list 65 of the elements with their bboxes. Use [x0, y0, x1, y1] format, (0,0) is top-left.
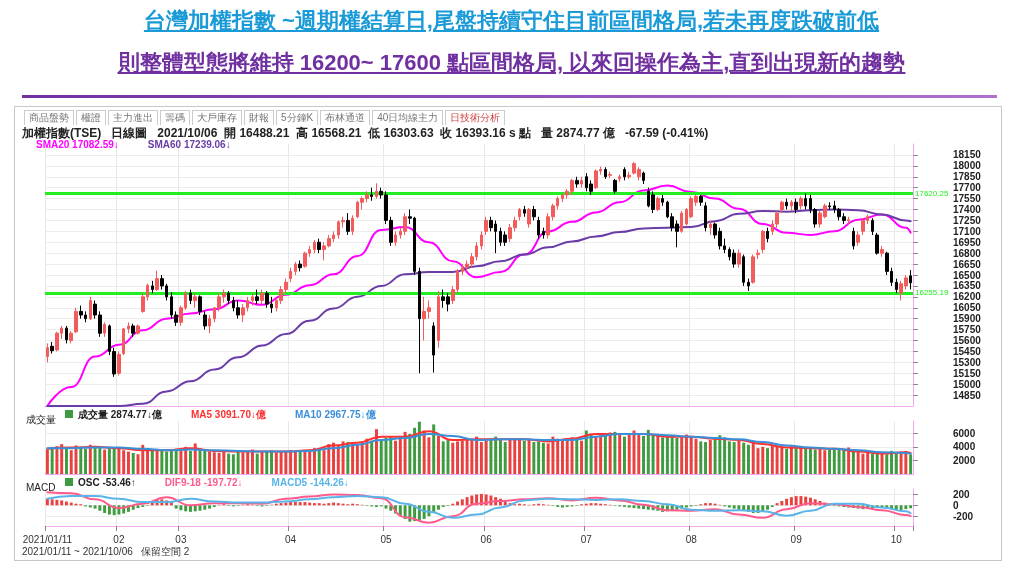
y-tick-label: 16650 — [953, 258, 982, 270]
y-tick-label: 200 — [953, 488, 971, 500]
y-tick-label: 17550 — [953, 193, 982, 205]
ref-line-label: 17620.25 — [915, 188, 949, 198]
text: SMA60 17239.06↓ — [147, 138, 231, 150]
x-tick-label: 04 — [285, 533, 297, 545]
text: 籌碼 — [160, 110, 190, 125]
y-tick-label: 16950 — [953, 236, 982, 248]
series-label: DIF9-18 -197.72↓ — [164, 476, 243, 488]
legend-label: OSC -53.46↑ — [78, 476, 136, 488]
text: 商品盤勢 — [24, 110, 74, 125]
chart-subtitle: 則整體型態將維持 16200~ 17600 點區間格局, 以來回操作為主,直到出現新的趨勢 — [116, 49, 907, 77]
legend-label: 成交量 2874.77↓億 — [77, 408, 163, 420]
y-tick-label: 18150 — [953, 149, 982, 161]
y-tick-label: 15900 — [953, 313, 982, 325]
text: 40日均線主力 — [372, 110, 444, 125]
y-tick-label: 14850 — [953, 389, 982, 401]
x-tick-label: 2021/01/11 — [22, 533, 73, 545]
y-tick-label: 0 — [953, 499, 959, 511]
text: 日技術分析 — [445, 110, 506, 125]
y-tick-label: 16050 — [953, 302, 982, 314]
chart-title: 成交量 — [26, 413, 56, 425]
y-tick-label: 17100 — [953, 225, 982, 237]
y-tick-label: 15000 — [953, 378, 982, 390]
x-tick-label: 02 — [113, 533, 125, 545]
text: 加權指數(TSE) 日線圖 2021/10/06 開 16488.21 高 16568.21 低 16303.63 收 16393.16 s 點 量 2874.77 億 -67.59 (-0.41%) — [22, 125, 709, 141]
x-tick-label: 06 — [480, 533, 493, 545]
y-tick-label: 16500 — [953, 269, 982, 281]
y-tick-label: 15150 — [953, 367, 982, 379]
text: SMA20 17082.59↓ — [36, 138, 119, 150]
y-tick-label: 18000 — [953, 160, 982, 172]
y-tick-label: 16350 — [953, 280, 982, 292]
y-tick-label: 6000 — [953, 427, 976, 439]
chart-title: MACD — [26, 481, 56, 493]
chart-title: 台灣加權指數 ~週期權結算日,尾盤持續守住目前區間格局,若未再度跌破前低 — [142, 7, 881, 35]
y-tick-label: 2000 — [953, 454, 976, 466]
y-tick-label: 17850 — [953, 171, 982, 183]
y-tick-label: 17250 — [953, 214, 982, 226]
x-tick-label: 09 — [790, 533, 803, 545]
y-tick-label: 15750 — [953, 324, 982, 336]
y-tick-label: 4000 — [953, 441, 976, 453]
y-tick-label: 15450 — [953, 345, 982, 357]
y-tick-label: 17700 — [953, 182, 982, 194]
y-tick-label: 15600 — [953, 335, 982, 346]
text: 財報 — [244, 110, 274, 125]
y-tick-label: 15300 — [953, 356, 982, 368]
y-tick-label: 16200 — [953, 291, 982, 303]
y-tick-label: 16800 — [953, 247, 982, 259]
y-tick-label: 17400 — [953, 204, 982, 215]
x-tick-label: 03 — [175, 533, 187, 545]
text: 布林通道 — [320, 110, 371, 125]
text: 5分鐘K — [276, 110, 319, 125]
x-tick-label: 07 — [580, 533, 593, 545]
x-tick-label: 10 — [890, 533, 903, 545]
text: 主力進出 — [108, 110, 158, 125]
text: MA5 3091.70↓億 — [190, 408, 267, 420]
text: 權證 — [76, 110, 106, 125]
ref-line-label: 16255.19 — [915, 288, 949, 298]
text: 2021/01/11 ~ 2021/10/06 保留空間 2 — [22, 545, 190, 559]
x-tick-label: 05 — [380, 533, 392, 545]
x-tick-label: 08 — [685, 533, 698, 545]
text: MA10 2967.75↓億 — [294, 408, 377, 420]
series-label: MACD5 -144.26↓ — [271, 476, 349, 488]
text: 大戶庫存 — [192, 110, 242, 125]
y-tick-label: -200 — [953, 510, 974, 522]
